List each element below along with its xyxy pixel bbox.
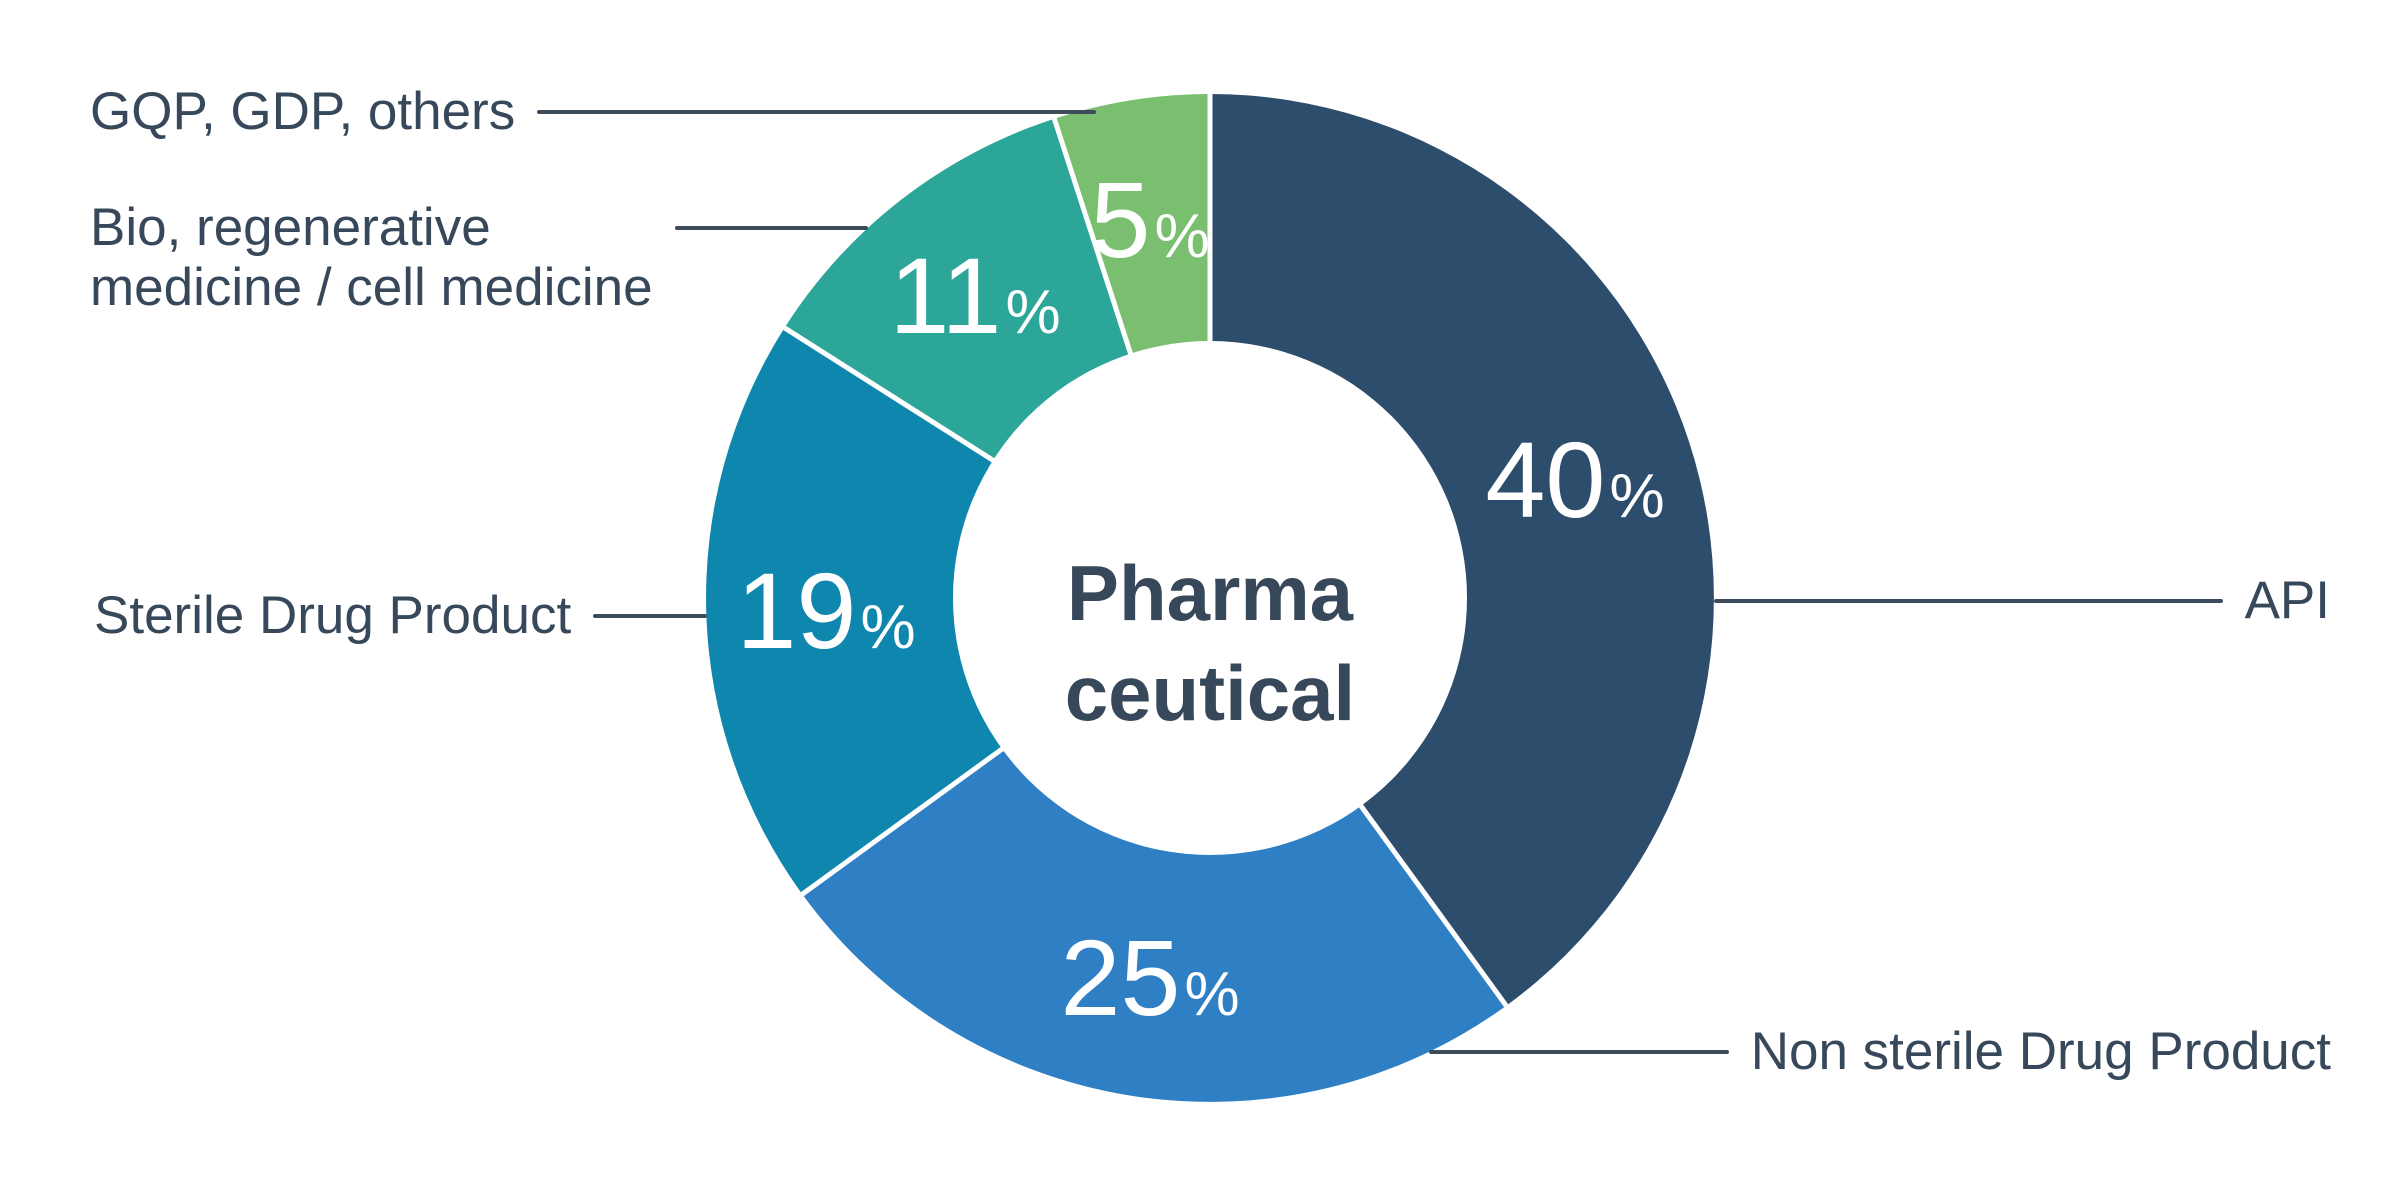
value-label-11-percent: 11% [889,235,1060,356]
callout-sterile-drug-product: Sterile Drug Product [94,585,707,647]
label-sterile-drug-product: Sterile Drug Product [94,586,572,645]
segment-separator-2 [800,743,1009,897]
label-api: API [2244,571,2330,630]
callout-gqp-gdp-others: GQP, GDP, others [90,81,1096,143]
value-label-19-percent: 19% [736,550,915,671]
label-bio-regenerative-medicine: Bio, regenerative medicine / cell medici… [90,198,653,318]
label-bio-line-1: Bio, regenerative [90,198,491,257]
donut-hole [953,341,1467,855]
value-label-25-percent: 25% [1060,917,1239,1038]
label-non-sterile-drug-product: Non sterile Drug Product [1750,1022,2331,1081]
leader-line-sterile [593,614,707,618]
value-label-40-percent: 40% [1485,419,1664,540]
leader-line-bio [674,226,868,230]
callout-bio-regenerative-medicine: Bio, regenerative medicine / cell medici… [90,198,868,318]
value-label-5-percent: 5% [1090,159,1209,280]
segment-separator-4 [1051,117,1135,361]
center-label-line-1: Pharma [1067,549,1354,637]
label-bio-line-2: medicine / cell medicine [90,258,653,317]
leader-line-non-sterile [1429,1050,1729,1054]
segment-separator-1 [1355,799,1509,1008]
callout-non-sterile-drug-product: Non sterile Drug Product [1429,1021,2331,1083]
leader-line-api [1714,599,2223,603]
leader-line-gqp [537,110,1096,114]
center-label-line-2: ceutical [1065,649,1355,737]
label-gqp-gdp-others: GQP, GDP, others [90,82,516,141]
callout-api: API [1714,570,2330,632]
segment-non-sterile-drug-product [802,598,1507,1102]
segment-separator-3 [783,325,1000,466]
